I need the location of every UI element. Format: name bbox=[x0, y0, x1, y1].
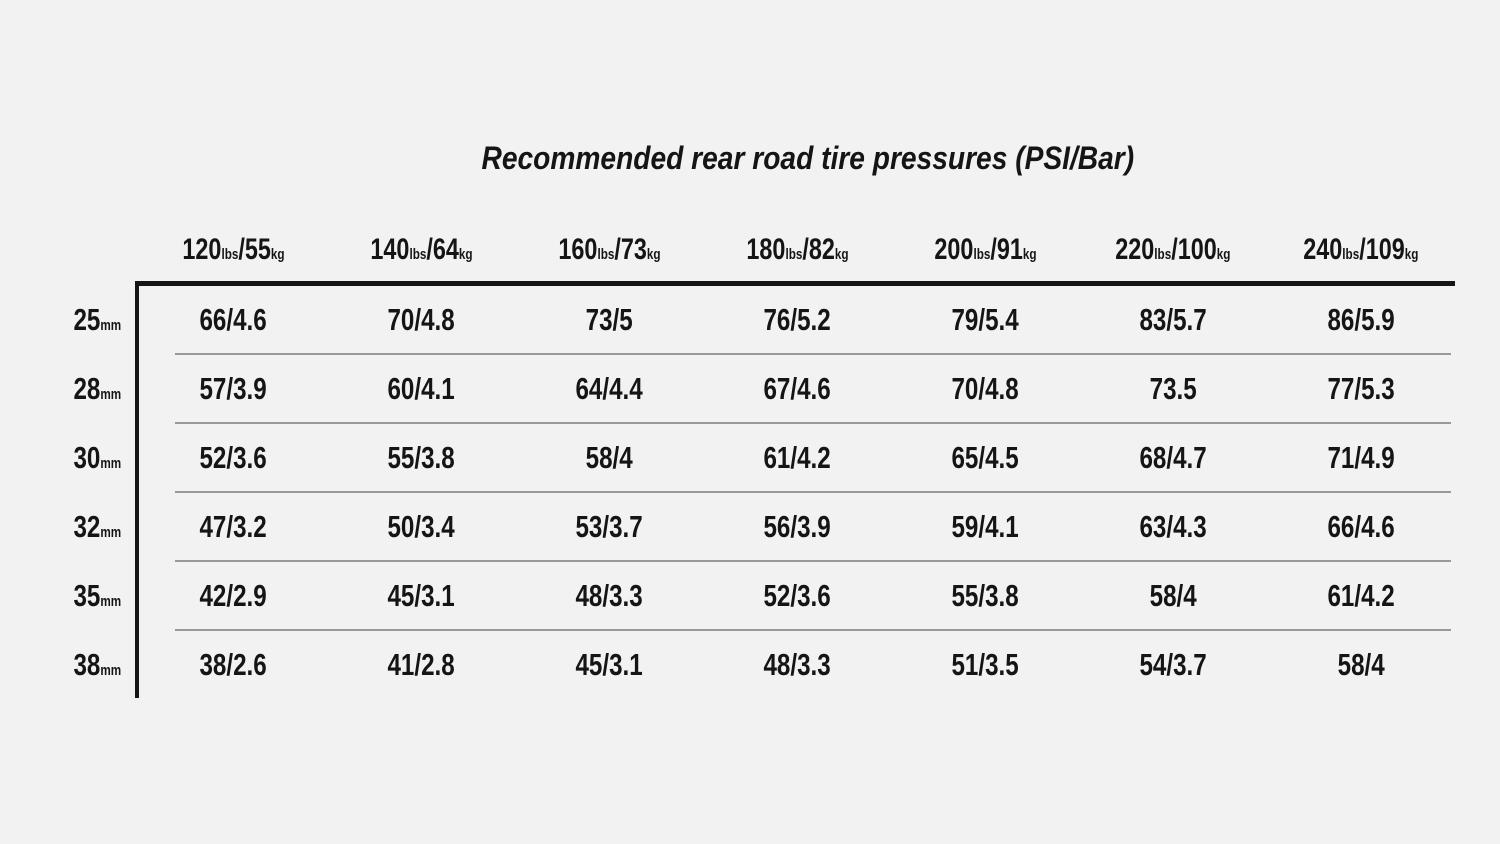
top-rule bbox=[135, 281, 1455, 286]
pressure-cell: 45/3.1 bbox=[387, 577, 455, 613]
column-header: 220lbs/100kg bbox=[1115, 232, 1231, 266]
pressure-cell: 68/4.7 bbox=[1139, 439, 1207, 475]
pressure-cell: 53/3.7 bbox=[575, 508, 643, 544]
column-header: 240lbs/109kg bbox=[1303, 232, 1419, 266]
pressure-cell: 86/5.9 bbox=[1327, 301, 1395, 337]
pressure-cell: 61/4.2 bbox=[1327, 577, 1395, 613]
pressure-cell: 45/3.1 bbox=[575, 646, 643, 682]
column-header: 120lbs/55kg bbox=[181, 232, 285, 266]
pressure-cell: 66/4.6 bbox=[1327, 508, 1395, 544]
pressure-table: 120lbs/55kg 140lbs/64kg 160lbs/73kg 180lbs/… bbox=[40, 218, 1455, 698]
table-row: 30mm 52/3.6 55/3.8 58/4 61/4.2 65/4.5 68/4.7 71… bbox=[40, 424, 1455, 491]
pressure-cell: 60/4.1 bbox=[387, 370, 455, 406]
row-separator bbox=[175, 560, 1451, 562]
pressure-cell: 47/3.2 bbox=[199, 508, 267, 544]
pressure-cell: 61/4.2 bbox=[763, 439, 831, 475]
column-header: 140lbs/64kg bbox=[369, 232, 473, 266]
table-row: 38mm 38/2.6 41/2.8 45/3.1 48/3.3 51/3.5 54/3.7… bbox=[40, 631, 1455, 698]
row-header: 32mm bbox=[73, 508, 121, 544]
pressure-cell: 55/3.8 bbox=[387, 439, 455, 475]
pressure-cell: 58/4 bbox=[1149, 577, 1197, 613]
row-separator bbox=[175, 422, 1451, 424]
pressure-cell: 54/3.7 bbox=[1139, 646, 1207, 682]
column-header: 200lbs/91kg bbox=[933, 232, 1037, 266]
pressure-cell: 73/5 bbox=[585, 301, 633, 337]
pressure-cell: 65/4.5 bbox=[951, 439, 1019, 475]
pressure-cell: 38/2.6 bbox=[199, 646, 267, 682]
column-header: 180lbs/82kg bbox=[745, 232, 849, 266]
pressure-cell: 59/4.1 bbox=[951, 508, 1019, 544]
pressure-cell: 83/5.7 bbox=[1139, 301, 1207, 337]
column-header: 160lbs/73kg bbox=[557, 232, 661, 266]
pressure-cell: 73.5 bbox=[1149, 370, 1197, 406]
pressure-cell: 70/4.8 bbox=[951, 370, 1019, 406]
pressure-cell: 70/4.8 bbox=[387, 301, 455, 337]
pressure-cell: 42/2.9 bbox=[199, 577, 267, 613]
pressure-cell: 64/4.4 bbox=[575, 370, 643, 406]
pressure-cell: 52/3.6 bbox=[763, 577, 831, 613]
pressure-cell: 79/5.4 bbox=[951, 301, 1019, 337]
pressure-cell: 57/3.9 bbox=[199, 370, 267, 406]
table-body: 25mm 66/4.6 70/4.8 73/5 76/5.2 79/5.4 83/5.7 86… bbox=[40, 281, 1455, 698]
pressure-cell: 48/3.3 bbox=[763, 646, 831, 682]
pressure-cell: 50/3.4 bbox=[387, 508, 455, 544]
table-row: 28mm 57/3.9 60/4.1 64/4.4 67/4.6 70/4.8 73.5 77… bbox=[40, 355, 1455, 422]
header-row: 120lbs/55kg 140lbs/64kg 160lbs/73kg 180lbs/… bbox=[40, 218, 1455, 281]
row-header: 28mm bbox=[73, 370, 121, 406]
pressure-cell: 55/3.8 bbox=[951, 577, 1019, 613]
pressure-cell: 76/5.2 bbox=[763, 301, 831, 337]
pressure-cell: 58/4 bbox=[585, 439, 633, 475]
page-title: Recommended rear road tire pressures (PS… bbox=[481, 140, 1134, 176]
row-separator bbox=[175, 353, 1451, 355]
left-rule bbox=[135, 281, 139, 698]
row-header: 38mm bbox=[73, 646, 121, 682]
pressure-cell: 51/3.5 bbox=[951, 646, 1019, 682]
pressure-cell: 41/2.8 bbox=[387, 646, 455, 682]
table-row: 35mm 42/2.9 45/3.1 48/3.3 52/3.6 55/3.8 58/4 61… bbox=[40, 562, 1455, 629]
table-row: 32mm 47/3.2 50/3.4 53/3.7 56/3.9 59/4.1 63/4.3… bbox=[40, 493, 1455, 560]
pressure-cell: 63/4.3 bbox=[1139, 508, 1207, 544]
pressure-cell: 67/4.6 bbox=[763, 370, 831, 406]
pressure-cell: 48/3.3 bbox=[575, 577, 643, 613]
pressure-cell: 52/3.6 bbox=[199, 439, 267, 475]
row-header: 35mm bbox=[73, 577, 121, 613]
pressure-cell: 71/4.9 bbox=[1327, 439, 1395, 475]
row-header: 25mm bbox=[73, 301, 121, 337]
pressure-cell: 77/5.3 bbox=[1327, 370, 1395, 406]
row-separator bbox=[175, 629, 1451, 631]
row-header: 30mm bbox=[73, 439, 121, 475]
pressure-cell: 56/3.9 bbox=[763, 508, 831, 544]
pressure-cell: 58/4 bbox=[1337, 646, 1385, 682]
pressure-cell: 66/4.6 bbox=[199, 301, 267, 337]
table-row: 25mm 66/4.6 70/4.8 73/5 76/5.2 79/5.4 83/5.7 86… bbox=[40, 286, 1455, 353]
row-separator bbox=[175, 491, 1451, 493]
